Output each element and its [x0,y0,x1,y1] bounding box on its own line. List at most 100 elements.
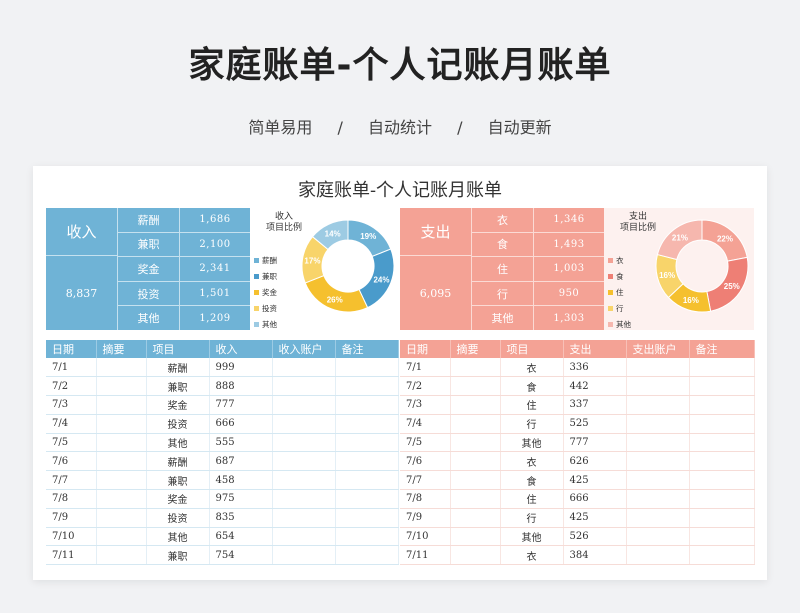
cell-amount[interactable]: 888 [209,376,273,397]
cell-date[interactable]: 7/11 [46,545,97,566]
expense-item[interactable]: 衣 1,346 [472,208,604,233]
cell-account[interactable] [626,414,690,434]
cell-date[interactable]: 7/5 [400,433,451,453]
cell-amount[interactable]: 425 [563,470,627,491]
cell-summary[interactable] [96,470,147,491]
cell-account[interactable] [626,451,690,472]
cell-item[interactable]: 行 [500,414,564,434]
cell-note[interactable] [689,395,755,415]
col-summary[interactable]: 摘要 [450,340,501,358]
cell-date[interactable]: 7/6 [400,451,451,472]
cell-summary[interactable] [450,395,501,415]
cell-summary[interactable] [96,395,147,415]
cell-account[interactable] [272,545,336,566]
cell-account[interactable] [626,470,690,491]
cell-item[interactable]: 住 [500,489,564,509]
cell-item[interactable]: 奖金 [146,489,210,509]
cell-item[interactable]: 薪酬 [146,358,210,378]
income-item[interactable]: 奖金 2,341 [118,257,250,282]
cell-date[interactable]: 7/2 [400,376,451,397]
cell-date[interactable]: 7/9 [400,508,451,528]
cell-item[interactable]: 住 [500,395,564,415]
col-summary[interactable]: 摘要 [96,340,147,358]
cell-date[interactable]: 7/6 [46,451,97,472]
col-account[interactable]: 支出账户 [626,340,690,358]
cell-item[interactable]: 薪酬 [146,451,210,472]
cell-date[interactable]: 7/3 [46,395,97,415]
cell-account[interactable] [272,508,336,528]
cell-account[interactable] [626,527,690,547]
expense-item[interactable]: 行 950 [472,281,604,307]
cell-note[interactable] [689,489,755,509]
cell-account[interactable] [272,395,336,415]
cell-amount[interactable]: 458 [209,470,273,491]
cell-amount[interactable]: 384 [563,545,627,566]
cell-note[interactable] [689,376,755,397]
cell-amount[interactable]: 626 [563,451,627,472]
cell-summary[interactable] [96,433,147,453]
income-item[interactable]: 薪酬 1,686 [118,208,250,233]
cell-account[interactable] [272,470,336,491]
cell-item[interactable]: 投资 [146,508,210,528]
cell-item[interactable]: 兼职 [146,470,210,491]
cell-amount[interactable]: 687 [209,451,273,472]
cell-amount[interactable]: 555 [209,433,273,453]
cell-amount[interactable]: 442 [563,376,627,397]
cell-date[interactable]: 7/10 [400,527,451,547]
col-account[interactable]: 收入账户 [272,340,336,358]
cell-note[interactable] [689,433,755,453]
cell-amount[interactable]: 975 [209,489,273,509]
cell-date[interactable]: 7/2 [46,376,97,397]
cell-account[interactable] [272,376,336,397]
cell-amount[interactable]: 835 [209,508,273,528]
cell-item[interactable]: 衣 [500,545,564,566]
cell-date[interactable]: 7/7 [400,470,451,491]
cell-date[interactable]: 7/11 [400,545,451,566]
cell-summary[interactable] [450,527,501,547]
cell-summary[interactable] [96,451,147,472]
col-item[interactable]: 项目 [146,340,210,358]
cell-date[interactable]: 7/9 [46,508,97,528]
cell-summary[interactable] [450,508,501,528]
cell-account[interactable] [626,395,690,415]
cell-note[interactable] [335,527,399,547]
expense-item[interactable]: 住 1,003 [472,257,604,282]
cell-summary[interactable] [450,451,501,472]
cell-item[interactable]: 兼职 [146,545,210,566]
cell-summary[interactable] [450,470,501,491]
cell-note[interactable] [689,545,755,566]
cell-amount[interactable]: 777 [209,395,273,415]
cell-account[interactable] [626,358,690,378]
cell-summary[interactable] [96,376,147,397]
cell-item[interactable]: 其他 [500,527,564,547]
cell-summary[interactable] [96,414,147,434]
cell-item[interactable]: 食 [500,376,564,397]
cell-date[interactable]: 7/1 [46,358,97,378]
cell-note[interactable] [689,508,755,528]
cell-date[interactable]: 7/5 [46,433,97,453]
income-item[interactable]: 其他 1,209 [118,306,250,330]
cell-note[interactable] [689,414,755,434]
expense-item[interactable]: 食 1,493 [472,232,604,258]
cell-amount[interactable]: 526 [563,527,627,547]
cell-summary[interactable] [450,358,501,378]
cell-note[interactable] [335,395,399,415]
cell-summary[interactable] [450,433,501,453]
cell-note[interactable] [335,414,399,434]
cell-amount[interactable]: 666 [563,489,627,509]
cell-note[interactable] [335,470,399,491]
cell-note[interactable] [335,489,399,509]
cell-note[interactable] [335,376,399,397]
cell-item[interactable]: 投资 [146,414,210,434]
col-note[interactable]: 备注 [689,340,755,358]
cell-item[interactable]: 衣 [500,358,564,378]
cell-amount[interactable]: 754 [209,545,273,566]
cell-amount[interactable]: 425 [563,508,627,528]
cell-account[interactable] [626,545,690,566]
cell-amount[interactable]: 999 [209,358,273,378]
cell-item[interactable]: 食 [500,470,564,491]
cell-amount[interactable]: 337 [563,395,627,415]
cell-account[interactable] [626,376,690,397]
cell-date[interactable]: 7/10 [46,527,97,547]
cell-summary[interactable] [96,527,147,547]
